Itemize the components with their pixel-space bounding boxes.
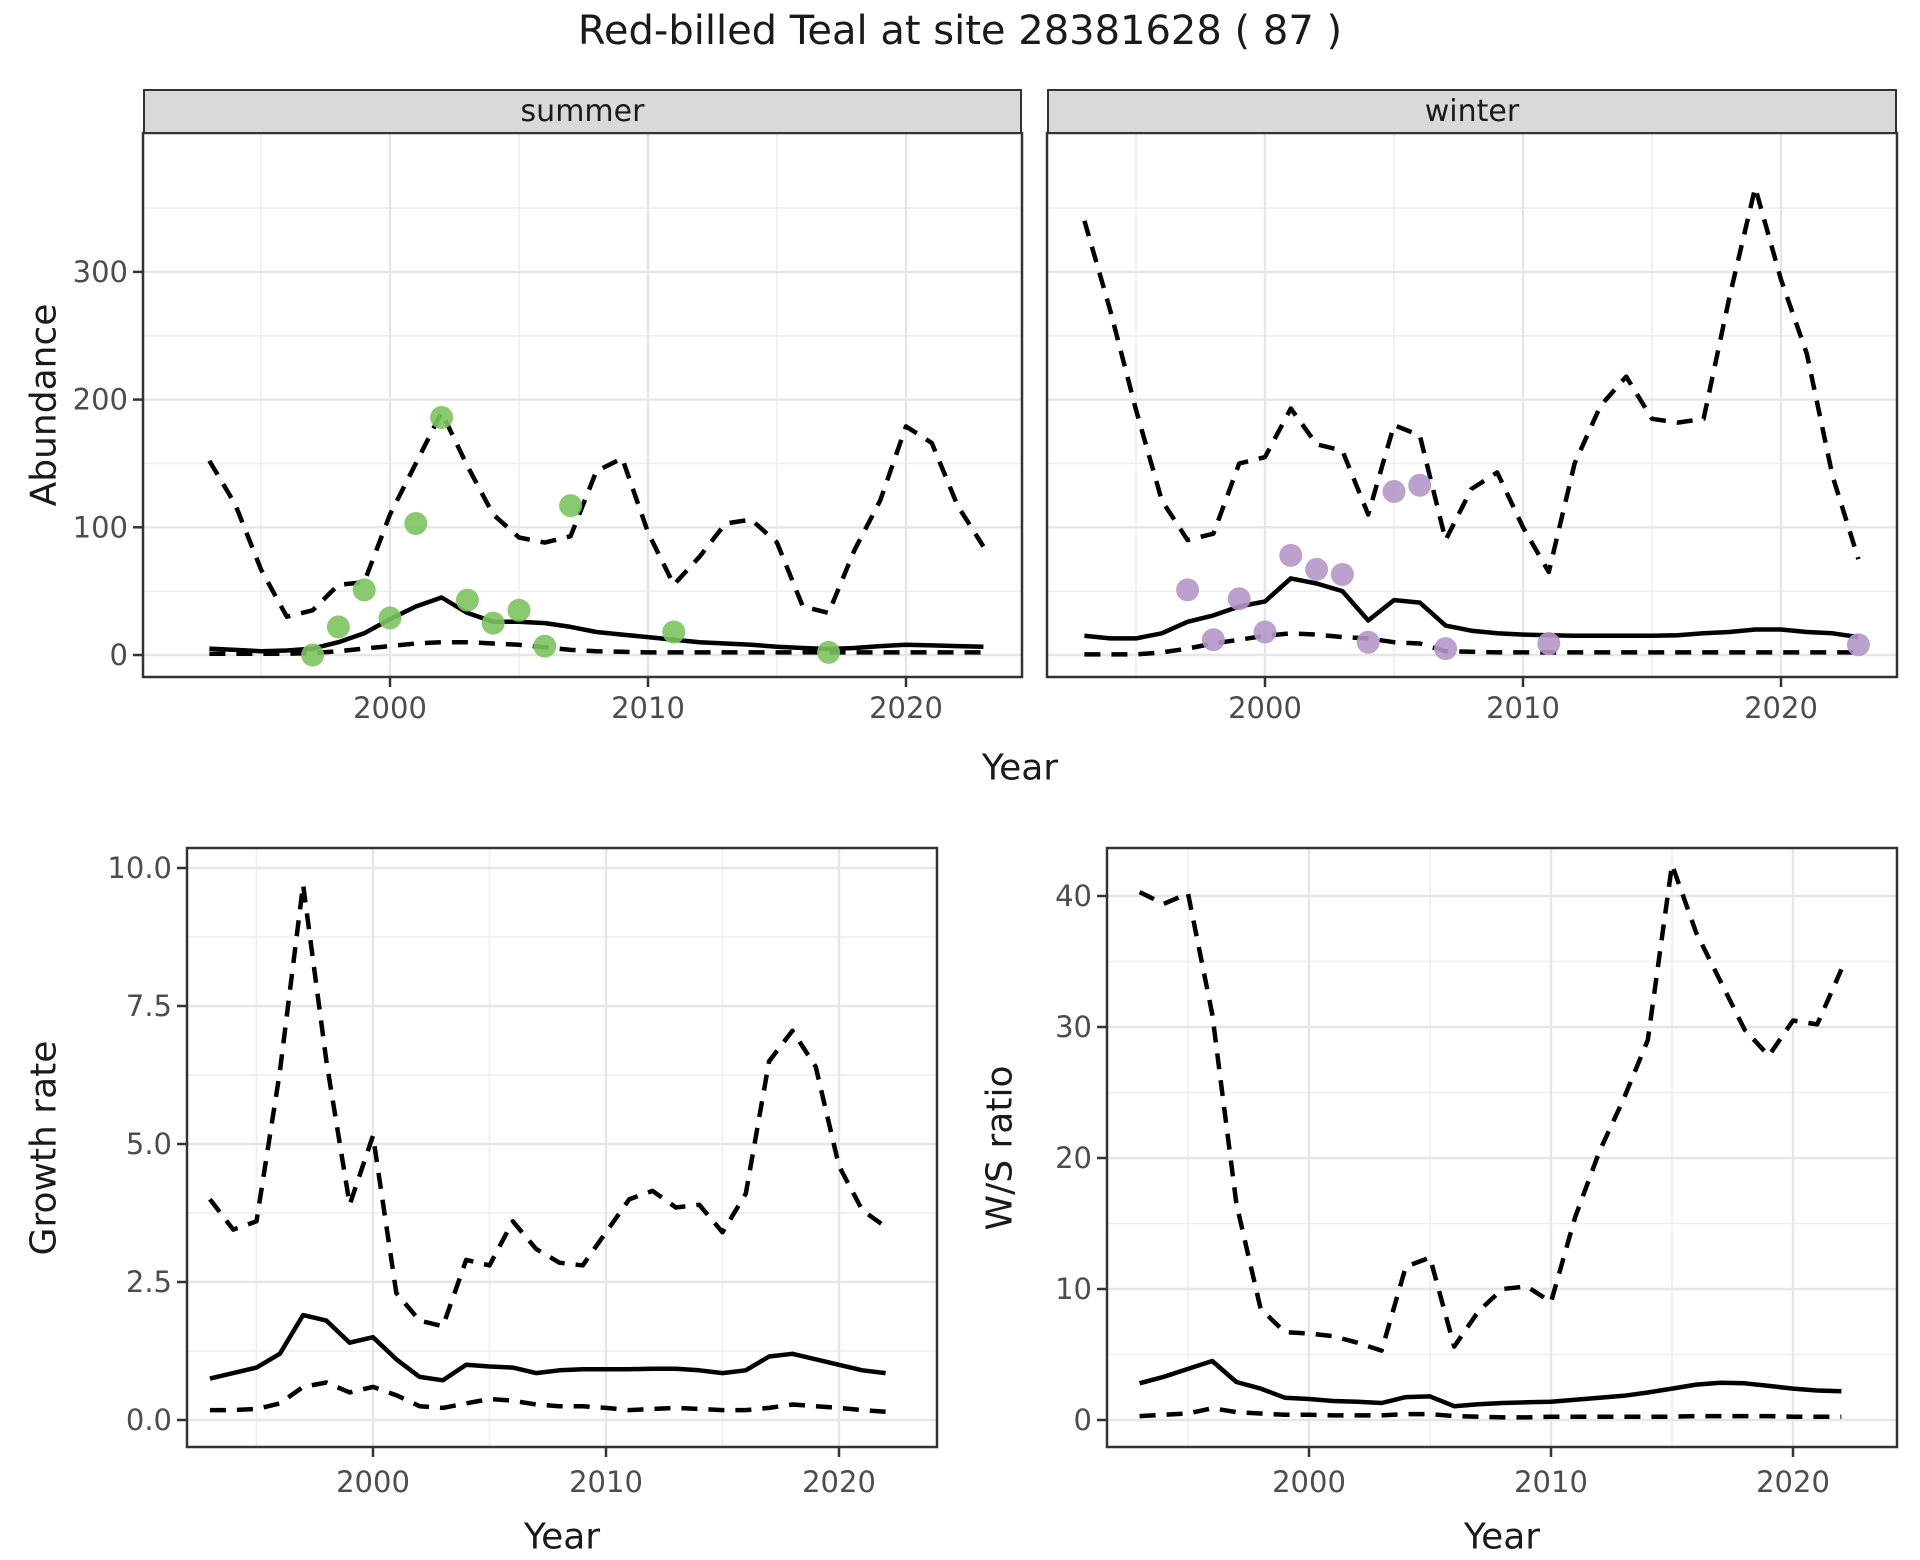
winter-abundance-upper_ci-line <box>1082 185 1861 575</box>
year-axis-title-ws: Year <box>1463 1516 1541 1558</box>
y-tick-label: 0 <box>110 638 128 672</box>
observation-point <box>1408 473 1432 497</box>
observation-point <box>507 598 531 622</box>
observation-point <box>817 640 841 664</box>
observation-point <box>1434 637 1458 661</box>
x-tick-label: 2020 <box>869 691 943 725</box>
ws-ratio-lower_ci-line <box>1139 1405 1842 1420</box>
plot-title: Red-billed Teal at site 28381628 ( 87 ) <box>577 8 1343 54</box>
observation-point <box>378 606 402 630</box>
observation-point <box>1201 628 1225 652</box>
year-axis-title-growth: Year <box>523 1516 601 1558</box>
y-tick-label: 0 <box>1074 1403 1092 1437</box>
observation-point <box>1279 543 1303 567</box>
x-tick-label: 2000 <box>1272 1465 1346 1499</box>
x-tick-label: 2010 <box>1514 1465 1588 1499</box>
panel-border <box>185 846 939 1449</box>
observation-point <box>352 578 376 602</box>
observation-point <box>455 588 479 612</box>
y-tick-label: 2.5 <box>126 1265 172 1299</box>
summer-abundance-observation-points <box>301 406 841 667</box>
x-tick-label: 2020 <box>1744 691 1818 725</box>
winter-abundance-observation-points <box>1176 473 1870 661</box>
observation-point <box>1356 630 1380 654</box>
growth-rate-panel: 2000 2010 2020 0.0 2.5 5.0 7.5 10.0 <box>107 846 939 1499</box>
observation-point <box>301 643 325 667</box>
facet-strip-summer-label: summer <box>520 94 645 129</box>
growth-rate-upper_ci-line <box>208 882 887 1329</box>
winter-abundance-lower_ci-line <box>1084 631 1859 657</box>
observation-point <box>1537 632 1561 655</box>
abundance-axis-title: Abundance <box>23 303 65 507</box>
y-tick-label: 40 <box>1055 879 1092 913</box>
observation-point <box>1305 557 1329 581</box>
summer-abundance-median-line <box>209 595 984 654</box>
y-tick-label: 200 <box>73 383 128 417</box>
facet-strip-winter: winter <box>1047 89 1897 134</box>
observation-point <box>1176 578 1200 602</box>
observation-point <box>533 634 557 658</box>
x-tick-label: 2010 <box>611 691 685 725</box>
y-tick-label: 10 <box>1055 1272 1092 1306</box>
growth-rate-median-line <box>209 1312 886 1383</box>
panel-border <box>1105 846 1899 1449</box>
gridlines <box>1047 133 1897 677</box>
growth-rate-axis-title: Growth rate <box>23 1040 65 1256</box>
y-tick-label: 300 <box>73 255 128 289</box>
facet-strip-summer: summer <box>143 89 1022 134</box>
y-tick-label: 100 <box>73 510 128 544</box>
y-tick-label: 10.0 <box>107 851 172 885</box>
y-tick-label: 30 <box>1055 1010 1092 1044</box>
x-tick-label: 2020 <box>802 1465 876 1499</box>
y-tick-label: 0.0 <box>126 1403 172 1437</box>
facet-strip-winter-label: winter <box>1424 94 1520 129</box>
summer-abundance-panel: 2000 2010 2020 0 100 200 300 <box>73 131 1024 725</box>
observation-point <box>1846 633 1870 657</box>
x-tick-label: 2000 <box>353 691 427 725</box>
x-tick-label: 2000 <box>1228 691 1302 725</box>
x-tick-label: 2020 <box>1756 1465 1830 1499</box>
y-tick-label: 20 <box>1055 1141 1092 1175</box>
observation-point <box>430 406 454 429</box>
winter-abundance-panel: 2000 2010 2020 <box>1045 131 1899 725</box>
ws-ratio-upper_ci-line <box>1138 862 1844 1353</box>
gridlines <box>143 133 1022 677</box>
observation-point <box>404 512 428 535</box>
panel-background <box>1107 848 1897 1447</box>
observation-point <box>1227 587 1251 611</box>
ws-ratio-axis-title: W/S ratio <box>979 1065 1021 1231</box>
observation-point <box>326 615 350 639</box>
panel-background <box>143 133 1022 677</box>
y-tick-label: 5.0 <box>126 1127 172 1161</box>
winter-abundance-median-line <box>1084 576 1859 641</box>
ws-ratio-panel: 2000 2010 2020 0 10 20 30 40 <box>1055 846 1899 1499</box>
observation-point <box>1382 480 1406 503</box>
observation-point <box>662 620 686 644</box>
x-tick-label: 2000 <box>336 1465 410 1499</box>
ws-ratio-median-line <box>1139 1358 1842 1409</box>
growth-rate-lower_ci-line <box>209 1380 886 1414</box>
year-axis-title-top: Year <box>981 747 1059 789</box>
panel-background <box>1047 133 1897 677</box>
observation-point <box>1330 563 1354 586</box>
x-tick-label: 2010 <box>1486 691 1560 725</box>
summer-abundance-lower_ci-line <box>209 639 984 656</box>
observation-point <box>559 494 583 518</box>
y-tick-label: 7.5 <box>126 989 172 1023</box>
observation-point <box>1253 620 1277 644</box>
x-tick-label: 2010 <box>569 1465 643 1499</box>
gridlines <box>1107 848 1897 1447</box>
summer-abundance-upper_ci-line <box>207 410 986 619</box>
gridlines <box>187 848 937 1447</box>
observation-point <box>481 611 505 635</box>
